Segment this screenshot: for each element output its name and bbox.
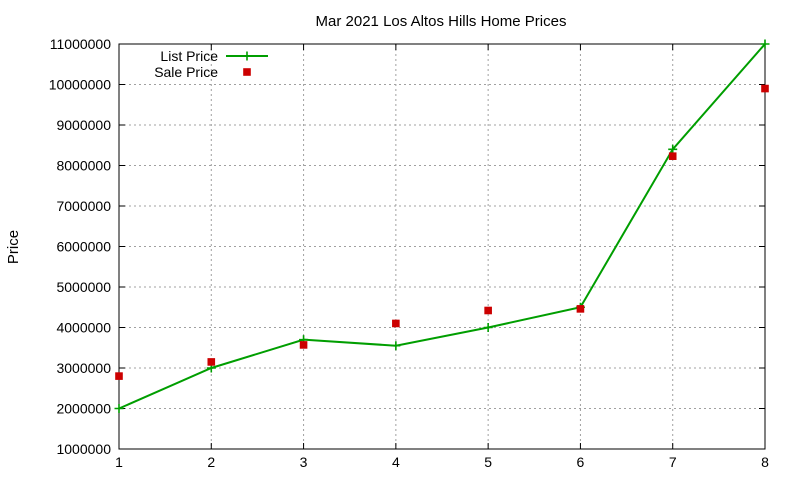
sale-price-point [115, 372, 123, 380]
x-tick-label: 7 [669, 454, 677, 470]
x-tick-label: 8 [761, 454, 769, 470]
y-tick-label: 8000000 [56, 158, 111, 174]
list-price-point [483, 323, 493, 332]
list-price-point [760, 39, 770, 49]
y-tick-label: 2000000 [56, 401, 111, 417]
x-tick-label: 5 [484, 454, 492, 470]
plot-area [114, 39, 770, 413]
y-tick-label: 4000000 [56, 320, 111, 336]
y-tick-label: 5000000 [56, 279, 111, 295]
series-sale-price [115, 84, 769, 380]
y-tick-label: 11000000 [50, 36, 111, 52]
x-tick-label: 4 [392, 454, 400, 470]
chart-title: Mar 2021 Los Altos Hills Home Prices [316, 13, 567, 30]
sale-price-point [576, 305, 585, 313]
x-tick-label: 6 [577, 454, 585, 470]
sale-price-point [668, 152, 677, 160]
y-axis-label: Price [5, 230, 22, 264]
y-tick-label: 7000000 [56, 198, 111, 214]
axes: 1 2 3 4 5 6 7 8 1000000 2000000 3000000 4000000 5000… [49, 36, 769, 470]
sale-price-point [299, 341, 308, 349]
grid [119, 44, 765, 449]
sale-price-point [392, 319, 400, 328]
sale-price-point [207, 358, 216, 366]
sale-price-point [484, 306, 492, 315]
legend-swatch-marker [243, 68, 251, 76]
y-tick-label: 1000000 [56, 441, 111, 457]
sale-price-point [761, 84, 769, 93]
y-tick-label: 3000000 [56, 360, 111, 376]
y-tick-label: 6000000 [56, 239, 111, 255]
list-price-point [668, 144, 678, 154]
list-price-point [114, 404, 124, 413]
list-price-line [118, 43, 766, 410]
y-tick-label: 10000000 [49, 77, 112, 93]
list-price-point [391, 341, 401, 351]
series-list-price [114, 39, 770, 413]
legend-label: List Price [160, 48, 218, 64]
x-tick-label: 3 [300, 454, 308, 470]
x-tick-label: 2 [207, 454, 215, 470]
legend-label: Sale Price [154, 64, 218, 80]
legend-swatch-marker [242, 51, 252, 61]
y-tick-label: 9000000 [56, 117, 111, 133]
x-tick-label: 1 [115, 454, 123, 470]
